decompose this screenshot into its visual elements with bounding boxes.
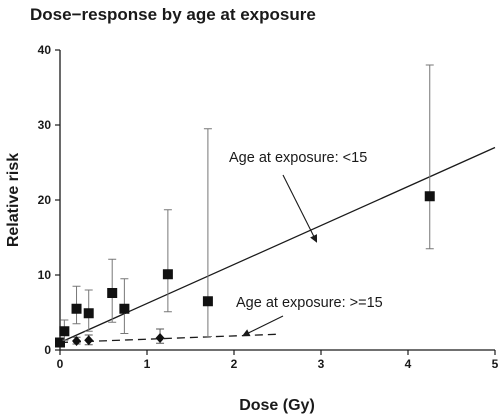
y-tick-label: 10 xyxy=(38,268,52,282)
fit-line-series-0 xyxy=(59,146,496,344)
data-point-diamond xyxy=(72,336,82,346)
plot-area: 0 1 2 3 4 5 0 10 20 30 40 Age at exposure: <15 Age a… xyxy=(38,43,499,371)
x-tick-label: 5 xyxy=(492,357,499,371)
data-point-diamond xyxy=(155,333,165,343)
data-point-square xyxy=(424,191,435,202)
data-point-square xyxy=(107,288,118,298)
annotation-arrow-0 xyxy=(282,174,318,243)
y-tick-label: 30 xyxy=(38,118,52,132)
data-point-square xyxy=(119,303,130,314)
data-point-square xyxy=(162,269,173,280)
data-point-diamond xyxy=(55,337,65,348)
annotation-arrow-1 xyxy=(242,315,284,337)
x-tick-label: 4 xyxy=(405,357,412,371)
y-tick-label: 0 xyxy=(44,343,51,357)
x-tick-label: 0 xyxy=(57,357,64,371)
data-point-square xyxy=(59,326,70,337)
x-tick-label: 2 xyxy=(231,357,238,371)
chart-title: Dose−response by age at exposure xyxy=(30,5,316,24)
data-point-square xyxy=(83,308,94,319)
data-point-square xyxy=(71,303,82,314)
data-point-diamond xyxy=(84,335,94,346)
y-tick-label: 20 xyxy=(38,193,52,207)
annotation-label-1: Age at exposure: >=15 xyxy=(236,295,383,311)
data-point-square xyxy=(202,296,213,307)
x-tick-label: 1 xyxy=(144,357,151,371)
x-axis-title: Dose (Gy) xyxy=(239,397,315,414)
x-tick-label: 3 xyxy=(318,357,325,371)
annotation-label-0: Age at exposure: <15 xyxy=(229,150,367,166)
fit-line-series-1 xyxy=(59,333,278,344)
y-axis-title: Relative risk xyxy=(5,153,22,247)
y-tick-label: 40 xyxy=(38,43,52,57)
